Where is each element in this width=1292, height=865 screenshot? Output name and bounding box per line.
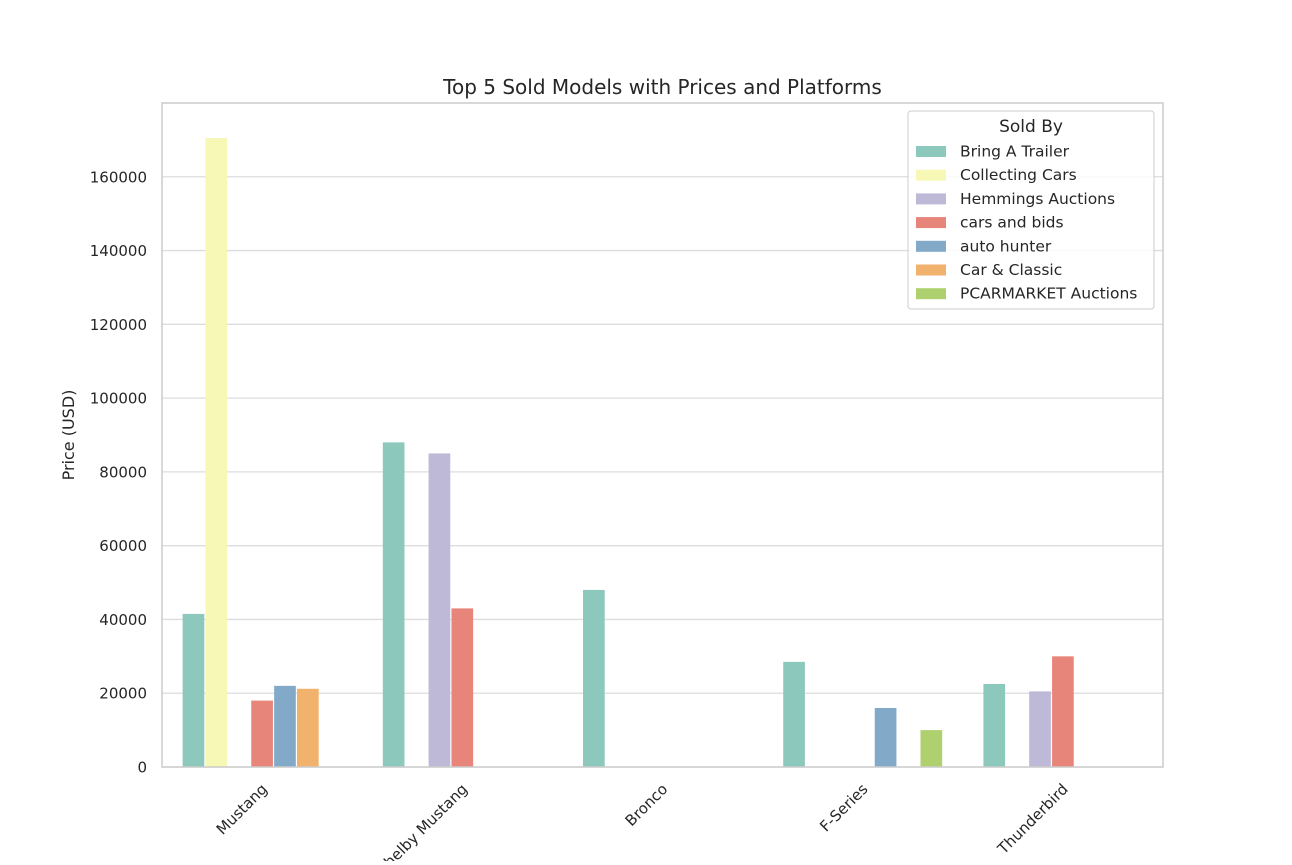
legend-swatch-auto-hunter <box>916 240 946 252</box>
legend-label-cars-and-bids: cars and bids <box>960 214 1064 232</box>
bar-shelby-mustang-bring-a-trailer <box>382 442 405 767</box>
legend-label-hemmings-auctions: Hemmings Auctions <box>960 190 1115 208</box>
legend-items: Bring A Trailer Collecting Cars Hemmings A… <box>916 143 1137 303</box>
y-tick-label: 120000 <box>90 316 147 334</box>
legend-label-car-classic: Car & Classic <box>960 261 1062 279</box>
bar-mustang-cars-and-bids <box>251 700 273 767</box>
bars <box>182 138 1074 768</box>
bar-mustang-auto-hunter <box>274 685 296 767</box>
x-tick-label: Thunderbird <box>993 780 1071 858</box>
y-axis-title: Price (USD) <box>59 390 78 481</box>
bar-f-series-pcarmarket-auctions <box>920 730 943 767</box>
legend-title: Sold By <box>999 117 1063 137</box>
bar-bronco-bring-a-trailer <box>583 589 605 767</box>
x-tick-label: Mustang <box>213 780 271 838</box>
legend: Sold By Bring A Trailer Collecting Cars He… <box>907 110 1155 310</box>
bar-thunderbird-cars-and-bids <box>1052 656 1074 767</box>
y-axis-ticks: 0 20000 40000 60000 80000 100000 120000 140000 1… <box>90 168 147 776</box>
y-tick-label: 140000 <box>90 242 147 260</box>
x-tick-label: Bronco <box>622 780 672 830</box>
y-tick-label: 20000 <box>99 685 147 703</box>
plot-frame <box>161 102 1164 768</box>
bar-f-series-auto-hunter <box>874 707 897 767</box>
legend-label-pcarmarket-auctions: PCARMARKET Auctions <box>960 285 1137 303</box>
legend-swatch-collecting-cars <box>916 169 946 181</box>
legend-swatch-pcarmarket-auctions <box>916 288 946 300</box>
bar-mustang-car-classic <box>297 688 319 767</box>
x-tick-label: F-Series <box>816 780 871 835</box>
bar-f-series-bring-a-trailer <box>783 661 805 767</box>
y-tick-label: 0 <box>137 759 147 777</box>
bar-thunderbird-bring-a-trailer <box>983 684 1006 767</box>
y-tick-label: 40000 <box>99 611 147 629</box>
bar-shelby-mustang-hemmings-auctions <box>428 453 451 767</box>
x-axis-ticks: Mustang Shelby Mustang Bronco F-Series Thund… <box>213 780 1072 861</box>
legend-label-bring-a-trailer: Bring A Trailer <box>960 143 1070 161</box>
bar-mustang-bring-a-trailer <box>182 613 205 767</box>
legend-swatch-car-classic <box>916 264 946 276</box>
y-tick-label: 160000 <box>90 168 147 186</box>
bar-shelby-mustang-cars-and-bids <box>451 608 474 767</box>
y-tick-label: 80000 <box>99 463 147 481</box>
legend-box <box>907 110 1155 310</box>
legend-swatch-bring-a-trailer <box>916 146 946 157</box>
bar-mustang-collecting-cars <box>205 138 228 768</box>
y-tick-label: 60000 <box>99 537 147 555</box>
x-tick-label: Shelby Mustang <box>374 780 472 861</box>
legend-swatch-cars-and-bids <box>916 217 946 229</box>
legend-label-auto-hunter: auto hunter <box>960 237 1052 255</box>
chart-title: Top 5 Sold Models with Prices and Platfo… <box>442 75 882 99</box>
legend-swatch-hemmings-auctions <box>916 193 946 205</box>
y-tick-label: 100000 <box>90 390 147 408</box>
legend-label-collecting-cars: Collecting Cars <box>960 166 1077 184</box>
bar-thunderbird-hemmings-auctions <box>1029 691 1051 767</box>
